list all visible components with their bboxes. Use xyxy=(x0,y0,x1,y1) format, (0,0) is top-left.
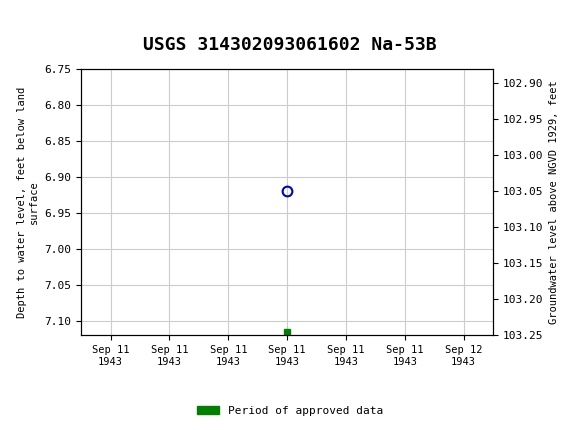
Y-axis label: Depth to water level, feet below land
surface: Depth to water level, feet below land su… xyxy=(17,86,39,318)
Text: USGS 314302093061602 Na-53B: USGS 314302093061602 Na-53B xyxy=(143,36,437,54)
Text: USGS: USGS xyxy=(17,17,72,35)
Y-axis label: Groundwater level above NGVD 1929, feet: Groundwater level above NGVD 1929, feet xyxy=(549,80,559,324)
Legend: Period of approved data: Period of approved data xyxy=(193,401,387,420)
